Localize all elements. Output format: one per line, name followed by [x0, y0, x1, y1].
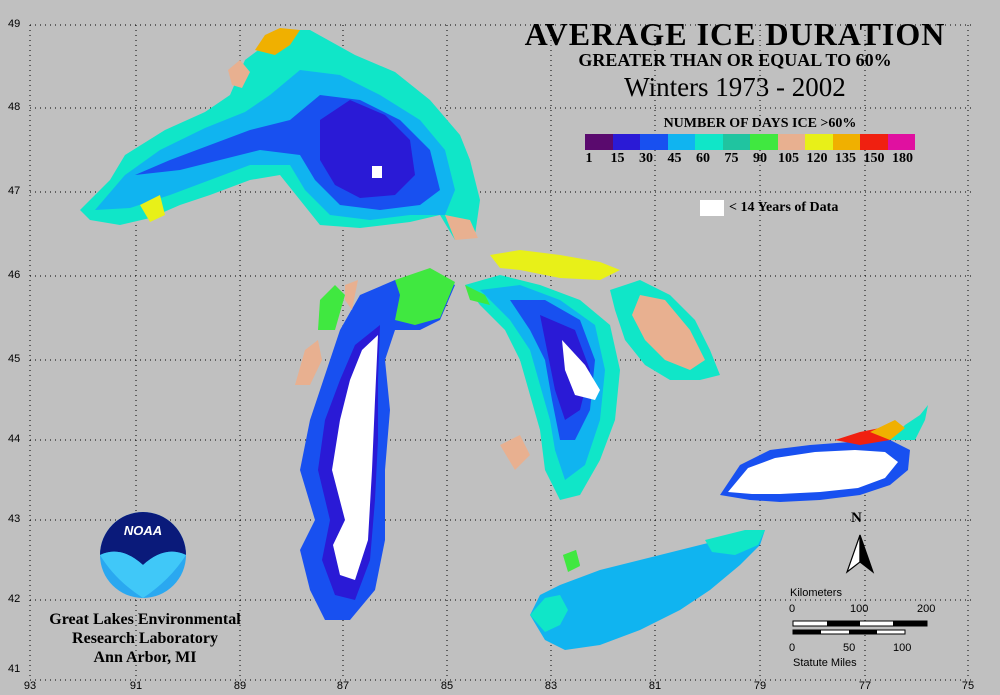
legend-tick-label: 135 [835, 151, 856, 166]
legend-tick-label: 1 [585, 151, 593, 166]
legend-swatch [667, 134, 695, 150]
legend-swatch [640, 134, 668, 150]
longitude-label: 83 [544, 680, 558, 692]
legend-tick-label: 105 [778, 151, 799, 166]
legend-tick-label: 90 [753, 151, 767, 166]
scale-mi-tick-2: 100 [893, 642, 912, 654]
legend-swatch [832, 134, 860, 150]
legend-tick-label: 150 [863, 151, 885, 166]
latitude-label: 47 [8, 185, 21, 197]
north-arrow [845, 534, 875, 574]
legend-colorbar [585, 134, 915, 150]
credit-line-3: Ann Arbor, MI [93, 649, 197, 666]
legend-swatch [887, 134, 915, 150]
latitude-label: 46 [8, 269, 21, 281]
svg-text:NOAA: NOAA [124, 523, 162, 538]
legend-swatch [860, 134, 888, 150]
lake-ontario [720, 405, 928, 502]
longitude-label: 79 [753, 680, 767, 692]
legend-tick-label: 30 [639, 151, 653, 166]
latitude-label: 48 [8, 101, 21, 113]
no-data-label: < 14 Years of Data [729, 200, 839, 215]
legend-swatch [777, 134, 805, 150]
credit-line-2: Research Laboratory [72, 630, 218, 647]
scale-km-label: Kilometers [790, 587, 842, 599]
legend-tick-label: 15 [610, 151, 625, 166]
map-period: Winters 1973 - 2002 [624, 72, 846, 102]
longitude-label: 77 [858, 680, 872, 692]
lake-huron [465, 250, 720, 500]
legend-tick-label: 120 [806, 151, 828, 166]
scale-km-tick-2: 200 [917, 603, 936, 615]
legend-tick-label: 60 [696, 151, 710, 166]
latitude-label: 41 [8, 663, 21, 675]
scale-mi-tick-1: 50 [843, 642, 856, 654]
scale-bar [792, 620, 928, 635]
scale-km-tick-1: 100 [850, 603, 869, 615]
legend-swatch [750, 134, 778, 150]
longitude-label: 85 [440, 680, 454, 692]
scale-km-tick-0: 0 [789, 603, 796, 615]
legend-swatch [612, 134, 640, 150]
lake-michigan [295, 268, 455, 620]
map-subtitle: GREATER THAN OR EQUAL TO 60% [578, 50, 892, 70]
scale-mi-tick-0: 0 [789, 642, 796, 654]
longitude-label: 93 [23, 680, 37, 692]
legend-title: NUMBER OF DAYS ICE >60% [663, 116, 857, 131]
credit-line-1: Great Lakes Environmental [49, 611, 241, 628]
north-label: N [851, 510, 862, 526]
longitude-label: 91 [129, 680, 143, 692]
legend-swatch [585, 134, 613, 150]
no-data-swatch [700, 200, 724, 216]
longitude-label: 89 [233, 680, 247, 692]
legend-tick-label: 180 [892, 151, 913, 166]
latitude-label: 44 [8, 433, 21, 445]
lake-superior [80, 28, 480, 240]
map-title: AVERAGE ICE DURATION [524, 16, 946, 52]
legend-swatch [722, 134, 750, 150]
lake-erie [530, 530, 765, 650]
longitude-label: 81 [648, 680, 662, 692]
credit-block: Great Lakes Environmental Research Labor… [30, 610, 260, 667]
longitude-label: 75 [961, 680, 975, 692]
scale-mi-label: Statute Miles [793, 657, 857, 669]
longitude-label: 87 [336, 680, 350, 692]
legend-tick-label: 75 [724, 151, 739, 166]
lake-st-clair [563, 550, 580, 572]
latitude-label: 42 [8, 593, 21, 605]
legend-swatch [695, 134, 723, 150]
legend-swatch [805, 134, 833, 150]
legend-tick-label: 45 [667, 151, 682, 166]
latitude-label: 45 [8, 353, 21, 365]
latitude-label: 43 [8, 513, 21, 525]
latitude-label: 49 [8, 18, 21, 30]
noaa-logo: NOAA [100, 512, 186, 598]
